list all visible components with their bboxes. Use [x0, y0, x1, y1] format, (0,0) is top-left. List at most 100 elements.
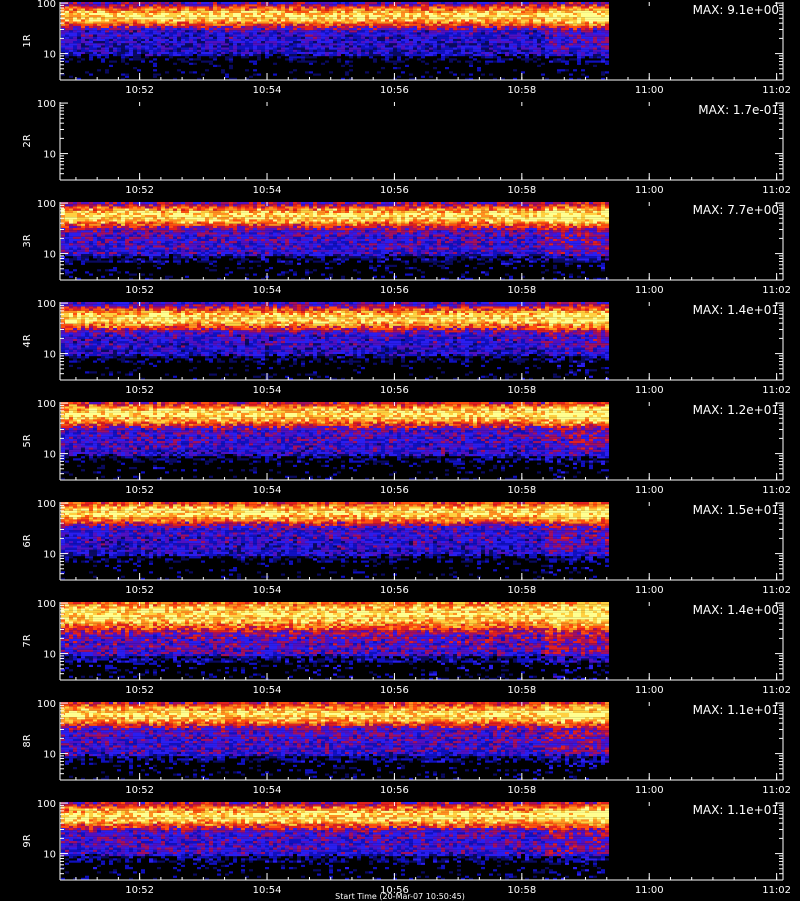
heatmap-cell [477, 15, 481, 17]
heatmap-cell [209, 61, 213, 63]
heatmap-cell [397, 35, 401, 37]
heatmap-cell [65, 243, 69, 245]
heatmap-cell [205, 69, 209, 71]
heatmap-cell [285, 35, 289, 37]
heatmap-cell [469, 15, 473, 17]
heatmap-cell [105, 22, 109, 24]
heatmap-cell [353, 35, 357, 37]
heatmap-cell [301, 39, 305, 41]
heatmap-cell [85, 222, 89, 224]
heatmap-cell [141, 26, 145, 28]
heatmap-cell [357, 15, 361, 17]
heatmap-cell [565, 50, 569, 52]
heatmap-cell [157, 48, 161, 50]
heatmap-cell [229, 61, 233, 63]
heatmap-cell [65, 11, 69, 13]
heatmap-cell [329, 19, 333, 21]
heatmap-cell [525, 19, 529, 21]
heatmap-cell [201, 254, 205, 256]
heatmap-cell [169, 19, 173, 21]
heatmap-cell [101, 48, 105, 50]
heatmap-cell [121, 56, 125, 58]
heatmap-cell [605, 26, 609, 28]
heatmap-cell [213, 261, 217, 263]
heatmap-cell [213, 235, 217, 237]
heatmap-cell [73, 35, 77, 37]
heatmap-cell [221, 28, 225, 30]
heatmap-cell [81, 222, 85, 224]
heatmap-cell [65, 241, 69, 243]
heatmap-cell [241, 13, 245, 15]
heatmap-cell [121, 230, 125, 232]
heatmap-cell [65, 261, 69, 263]
heatmap-cell [81, 19, 85, 21]
heatmap-cell [85, 9, 89, 11]
heatmap-cell [605, 9, 609, 11]
heatmap-cell [285, 32, 289, 34]
heatmap-cell [381, 26, 385, 28]
heatmap-cell [529, 13, 533, 15]
heatmap-cell [93, 213, 97, 215]
heatmap-cell [93, 48, 97, 50]
heatmap-cell [125, 63, 129, 65]
heatmap-cell [605, 35, 609, 37]
heatmap-cell [169, 250, 173, 252]
heatmap-cell [541, 54, 545, 56]
heatmap-cell [69, 15, 73, 17]
heatmap-cell [433, 37, 437, 39]
heatmap-cell [197, 206, 201, 208]
heatmap-cell [301, 35, 305, 37]
heatmap-cell [273, 74, 277, 76]
heatmap-cell [401, 13, 405, 15]
heatmap-cell [181, 45, 185, 47]
heatmap-cell [253, 39, 257, 41]
heatmap-cell [393, 30, 397, 32]
heatmap-cell [337, 24, 341, 26]
heatmap-cell [153, 35, 157, 37]
heatmap-cell [173, 239, 177, 241]
heatmap-cell [561, 39, 565, 41]
heatmap-cell [201, 232, 205, 234]
heatmap-cell [181, 202, 185, 204]
heatmap-cell [69, 52, 73, 54]
heatmap-cell [273, 48, 277, 50]
heatmap-cell [85, 215, 89, 217]
heatmap-cell [173, 256, 177, 258]
heatmap-cell [597, 4, 601, 6]
heatmap-cell [213, 6, 217, 8]
heatmap-cell [353, 48, 357, 50]
heatmap-cell [293, 22, 297, 24]
heatmap-cell [137, 4, 141, 6]
heatmap-cell [93, 35, 97, 37]
heatmap-cell [181, 252, 185, 254]
heatmap-cell [157, 30, 161, 32]
heatmap-cell [113, 219, 117, 221]
heatmap-cell [317, 13, 321, 15]
heatmap-cell [85, 32, 89, 34]
heatmap-cell [133, 232, 137, 234]
heatmap-cell [149, 239, 153, 241]
heatmap-cell [213, 206, 217, 208]
heatmap-cell [69, 26, 73, 28]
heatmap-cell [277, 19, 281, 21]
heatmap-cell [153, 32, 157, 34]
heatmap-cell [505, 39, 509, 41]
heatmap-cell [145, 35, 149, 37]
heatmap-cell [177, 237, 181, 239]
heatmap-cell [365, 32, 369, 34]
heatmap-cell [145, 30, 149, 32]
x-tick-label: 10:58 [507, 185, 536, 196]
heatmap-cell [421, 2, 425, 4]
heatmap-cell [97, 250, 101, 252]
heatmap-cell [185, 228, 189, 230]
heatmap-cell [85, 19, 89, 21]
heatmap-cell [121, 43, 125, 45]
heatmap-cell [145, 39, 149, 41]
heatmap-cell [525, 28, 529, 30]
heatmap-cell [389, 4, 393, 6]
heatmap-cell [593, 65, 597, 67]
heatmap-cell [217, 2, 221, 4]
heatmap-cell [565, 63, 569, 65]
heatmap-cell [169, 204, 173, 206]
heatmap-cell [125, 26, 129, 28]
